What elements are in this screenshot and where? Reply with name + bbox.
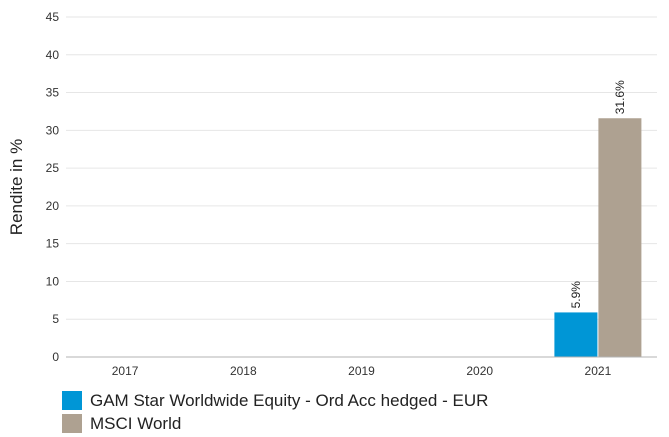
y-tick-label: 40	[46, 48, 60, 62]
y-tick-label: 45	[46, 10, 60, 24]
data-labels: 5.9% 31.6%	[569, 80, 627, 309]
y-tick-label: 5	[52, 312, 59, 326]
legend-label-fund: GAM Star Worldwide Equity - Ord Acc hedg…	[90, 390, 489, 410]
y-tick-label: 25	[46, 161, 60, 175]
bars	[554, 118, 642, 357]
data-label: 31.6%	[613, 80, 627, 114]
y-tick-label: 0	[52, 350, 59, 364]
legend: GAM Star Worldwide Equity - Ord Acc hedg…	[62, 390, 488, 436]
legend-swatch-benchmark	[62, 414, 82, 433]
grid-lines	[66, 16, 657, 320]
x-tick-label: 2021	[585, 364, 612, 378]
y-tick-labels: 0 5 10 15 20 25 30 35 40 45	[46, 10, 60, 364]
y-tick-label: 30	[46, 123, 60, 137]
legend-item-benchmark[interactable]: MSCI World	[62, 413, 488, 434]
x-tick-label: 2018	[230, 364, 257, 378]
y-tick-label: 15	[46, 237, 60, 251]
y-axis-title: Rendite in %	[7, 139, 26, 235]
legend-item-fund[interactable]: GAM Star Worldwide Equity - Ord Acc hedg…	[62, 390, 488, 411]
y-tick-label: 10	[46, 274, 60, 288]
legend-label-benchmark: MSCI World	[90, 413, 182, 433]
x-tick-labels: 2017 2018 2019 2020 2021	[112, 364, 612, 378]
data-label: 5.9%	[569, 281, 583, 309]
bar-msci-world-2021[interactable]	[598, 118, 642, 357]
y-tick-label: 20	[46, 199, 60, 213]
legend-swatch-fund	[62, 391, 82, 410]
x-tick-label: 2017	[112, 364, 139, 378]
y-tick-label: 35	[46, 86, 60, 100]
x-tick-label: 2020	[466, 364, 493, 378]
x-tick-label: 2019	[348, 364, 375, 378]
bar-gam-star-worldwide-equity-ord-acc-hedged-eur-2021[interactable]	[554, 312, 598, 357]
